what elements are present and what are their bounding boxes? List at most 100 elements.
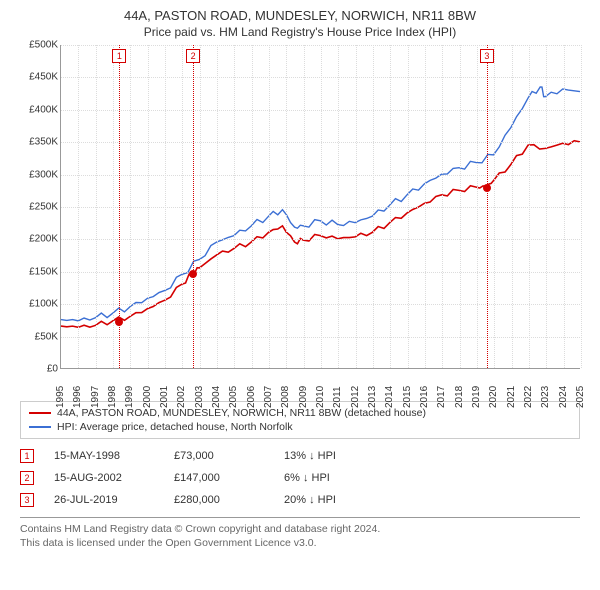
x-tick-label: 2003 [194, 386, 205, 408]
sale-marker-line [487, 45, 488, 368]
x-tick-label: 2016 [419, 386, 430, 408]
gridline-v [113, 45, 114, 368]
sale-marker-dot [189, 270, 197, 278]
chart-title: 44A, PASTON ROAD, MUNDESLEY, NORWICH, NR… [12, 8, 588, 23]
gridline-v [269, 45, 270, 368]
gridline-v [356, 45, 357, 368]
gridline-v [252, 45, 253, 368]
gridline-v [477, 45, 478, 368]
x-tick-label: 2005 [228, 386, 239, 408]
marker-price: £147,000 [174, 472, 264, 484]
gridline-v [321, 45, 322, 368]
y-axis-labels: £0 £50K £100K £150K £200K £250K £300K £350K £400… [20, 45, 60, 395]
gridline-v [182, 45, 183, 368]
marker-table-row: 215-AUG-2002£147,0006% ↓ HPI [20, 467, 580, 489]
x-tick-label: 2004 [211, 386, 222, 408]
marker-table-row: 115-MAY-1998£73,00013% ↓ HPI [20, 445, 580, 467]
gridline-v [425, 45, 426, 368]
marker-date: 26-JUL-2019 [54, 494, 154, 506]
legend-swatch [29, 412, 51, 414]
gridline-v [442, 45, 443, 368]
marker-delta: 20% ↓ HPI [284, 494, 394, 506]
gridline-v [338, 45, 339, 368]
sale-marker-line [193, 45, 194, 368]
root: 44A, PASTON ROAD, MUNDESLEY, NORWICH, NR… [0, 0, 600, 590]
y-tick-label: £0 [47, 364, 58, 375]
y-tick-label: £100K [29, 299, 58, 310]
gridline-v [217, 45, 218, 368]
gridline-v [373, 45, 374, 368]
x-tick-label: 2015 [402, 386, 413, 408]
x-tick-label: 1995 [55, 386, 66, 408]
sale-marker-box: 2 [186, 49, 200, 63]
y-tick-label: £250K [29, 202, 58, 213]
x-tick-label: 2019 [471, 386, 482, 408]
footnote-line1: Contains HM Land Registry data © Crown c… [20, 522, 580, 536]
x-tick-label: 2022 [523, 386, 534, 408]
x-tick-label: 2009 [298, 386, 309, 408]
gridline-v [546, 45, 547, 368]
gridline-v [304, 45, 305, 368]
marker-table-box: 3 [20, 493, 34, 507]
y-tick-label: £200K [29, 234, 58, 245]
x-tick-label: 2010 [315, 386, 326, 408]
footnote-line2: This data is licensed under the Open Gov… [20, 536, 580, 550]
x-tick-label: 2013 [367, 386, 378, 408]
x-tick-label: 2012 [350, 386, 361, 408]
y-tick-label: £50K [35, 331, 58, 342]
x-tick-label: 2007 [263, 386, 274, 408]
x-axis-labels: 1995199619971998199920002001200220032004… [60, 369, 580, 395]
x-tick-label: 2024 [558, 386, 569, 408]
gridline-v [200, 45, 201, 368]
legend-item: 44A, PASTON ROAD, MUNDESLEY, NORWICH, NR… [29, 406, 571, 420]
x-tick-label: 2000 [142, 386, 153, 408]
legend-label: 44A, PASTON ROAD, MUNDESLEY, NORWICH, NR… [57, 407, 426, 419]
x-tick-label: 2002 [176, 386, 187, 408]
x-tick-label: 1998 [107, 386, 118, 408]
marker-date: 15-MAY-1998 [54, 450, 154, 462]
y-tick-label: £450K [29, 72, 58, 83]
gridline-v [408, 45, 409, 368]
x-tick-label: 2006 [246, 386, 257, 408]
sale-marker-box: 1 [112, 49, 126, 63]
gridline-v [564, 45, 565, 368]
y-tick-label: £350K [29, 137, 58, 148]
x-tick-label: 2001 [159, 386, 170, 408]
gridline-v [581, 45, 582, 368]
chart-subtitle: Price paid vs. HM Land Registry's House … [12, 25, 588, 39]
gridline-v [460, 45, 461, 368]
marker-table-box: 2 [20, 471, 34, 485]
y-tick-label: £400K [29, 104, 58, 115]
sale-marker-box: 3 [480, 49, 494, 63]
gridline-v [390, 45, 391, 368]
x-tick-label: 1996 [72, 386, 83, 408]
sale-marker-dot [483, 184, 491, 192]
x-tick-label: 2020 [488, 386, 499, 408]
legend-swatch [29, 426, 51, 428]
marker-table-row: 3 26-JUL-2019 £280,000 20% ↓ HPI [20, 489, 580, 511]
gridline-v [512, 45, 513, 368]
x-tick-label: 2011 [332, 386, 343, 408]
marker-delta: 13% ↓ HPI [284, 450, 394, 462]
plot: 1 2 3 [60, 45, 580, 369]
legend-item: HPI: Average price, detached house, Nort… [29, 420, 571, 434]
y-tick-label: £150K [29, 266, 58, 277]
x-tick-label: 2018 [454, 386, 465, 408]
marker-table: 115-MAY-1998£73,00013% ↓ HPI215-AUG-2002… [20, 445, 580, 511]
marker-table-box: 1 [20, 449, 34, 463]
gridline-v [148, 45, 149, 368]
x-tick-label: 2008 [280, 386, 291, 408]
x-tick-label: 1999 [124, 386, 135, 408]
gridline-v [494, 45, 495, 368]
footnote: Contains HM Land Registry data © Crown c… [20, 517, 580, 550]
gridline-v [96, 45, 97, 368]
gridline-v [234, 45, 235, 368]
marker-price: £280,000 [174, 494, 264, 506]
x-tick-label: 2023 [540, 386, 551, 408]
y-tick-label: £300K [29, 169, 58, 180]
gridline-v [529, 45, 530, 368]
x-tick-label: 2025 [575, 386, 586, 408]
x-tick-label: 1997 [90, 386, 101, 408]
x-tick-label: 2014 [384, 386, 395, 408]
x-tick-label: 2021 [506, 386, 517, 408]
